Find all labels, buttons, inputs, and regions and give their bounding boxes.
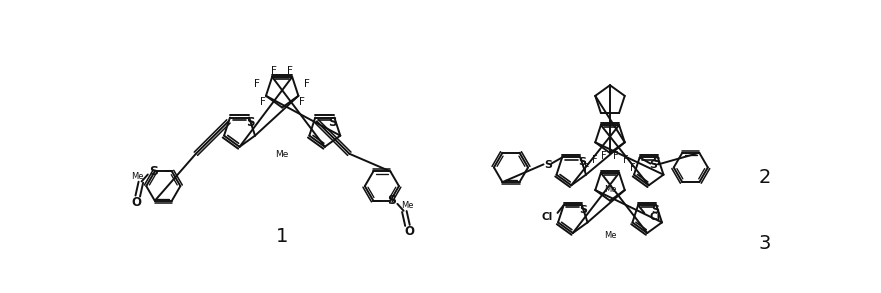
Text: Me: Me: [603, 185, 616, 195]
Text: F: F: [592, 155, 597, 165]
Text: S: S: [652, 157, 661, 167]
Text: F: F: [601, 151, 607, 161]
Text: F: F: [260, 97, 266, 107]
Text: F: F: [299, 97, 305, 107]
Text: F: F: [613, 151, 619, 161]
Text: Cl: Cl: [541, 212, 552, 222]
Text: F: F: [623, 155, 628, 165]
Text: S: S: [649, 160, 657, 170]
Text: F: F: [255, 79, 260, 89]
Text: Me: Me: [603, 231, 616, 240]
Text: 2: 2: [759, 168, 771, 187]
Text: S: S: [149, 165, 158, 178]
Text: 1: 1: [276, 227, 288, 246]
Text: F: F: [304, 79, 310, 89]
Text: S: S: [388, 194, 396, 207]
Text: O: O: [404, 225, 414, 238]
Text: O: O: [131, 196, 141, 209]
Text: F: F: [584, 163, 589, 173]
Text: Me: Me: [131, 171, 144, 180]
Text: S: S: [578, 157, 586, 167]
Text: S: S: [247, 116, 255, 129]
Text: S: S: [329, 116, 337, 129]
Text: S: S: [651, 205, 659, 215]
Text: 3: 3: [759, 234, 771, 253]
Text: F: F: [271, 66, 278, 76]
Text: Me: Me: [401, 201, 414, 210]
Text: Me: Me: [276, 150, 289, 159]
Text: S: S: [580, 205, 588, 215]
Text: F: F: [287, 66, 292, 76]
Text: F: F: [631, 163, 636, 173]
Text: Cl: Cl: [649, 212, 661, 222]
Text: S: S: [544, 160, 552, 170]
